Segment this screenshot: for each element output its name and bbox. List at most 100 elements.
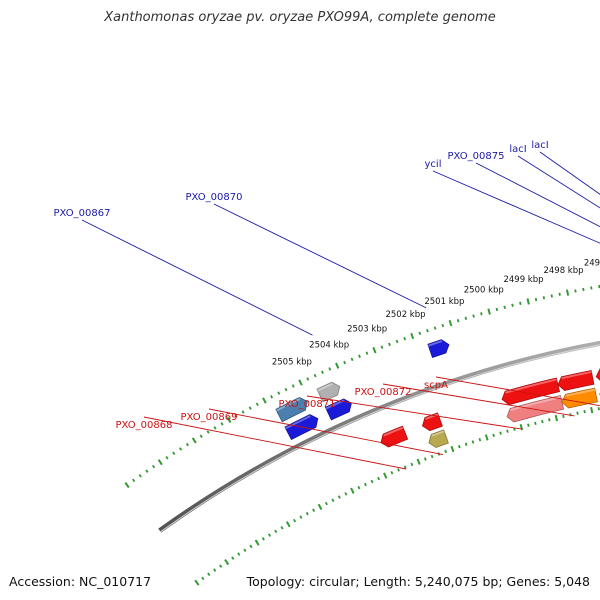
reverse-tick (569, 413, 572, 417)
gene-feature (557, 370, 595, 391)
forward-tick (365, 351, 369, 355)
forward-tick (590, 286, 593, 290)
label-leader-line (208, 408, 444, 456)
reverse-tick (444, 449, 448, 454)
reverse-tick (224, 559, 230, 566)
reverse-tick (249, 544, 253, 549)
reverse-tick (464, 442, 468, 446)
gene-label: PXO_00872 (355, 387, 412, 398)
reverse-tick (312, 508, 316, 513)
genome-backbone-highlight (160, 344, 600, 533)
reverse-tick (254, 539, 260, 546)
reverse-tick (350, 487, 355, 494)
forward-tick (277, 391, 281, 395)
forward-tick (132, 478, 136, 483)
reverse-tick (478, 438, 482, 442)
reverse-tick (534, 421, 537, 426)
forward-tick (565, 289, 570, 296)
forward-tick (165, 455, 169, 460)
reverse-tick (576, 411, 579, 415)
reverse-tick (293, 518, 297, 523)
forward-tick (328, 367, 332, 371)
forward-tick (503, 305, 506, 310)
forward-tick (598, 284, 600, 289)
gene-label: PXO_00870 (186, 192, 243, 203)
forward-tick (388, 342, 391, 347)
reverse-tick (305, 511, 309, 516)
reverse-tick (403, 465, 407, 469)
label-leader-line (432, 170, 600, 244)
gene-label: PXO_00869 (181, 412, 238, 423)
reverse-tick (219, 564, 223, 568)
forward-tick (441, 323, 445, 328)
label-leader-line (213, 203, 427, 309)
forward-tick (306, 377, 310, 381)
gene-label: lacI (531, 140, 548, 151)
reverse-tick (261, 537, 265, 541)
reverse-tick (506, 429, 509, 433)
reverse-tick (331, 498, 335, 503)
forward-tick (284, 387, 288, 392)
reverse-tick (364, 482, 367, 487)
forward-tick (241, 410, 245, 414)
reverse-tick (548, 418, 551, 422)
gene-feature (595, 368, 600, 381)
forward-tick (151, 464, 156, 469)
reverse-tick (397, 468, 400, 472)
gene-feature (506, 395, 565, 423)
tick-label: 2497 kbp (584, 259, 600, 269)
forward-tick (145, 469, 149, 473)
tick-label: 2498 kbp (543, 266, 583, 276)
forward-tick (350, 357, 354, 362)
forward-tick (179, 447, 183, 451)
forward-tick (472, 314, 475, 318)
forward-tick (213, 426, 217, 430)
forward-tick (343, 360, 347, 365)
forward-tick (321, 370, 324, 374)
gene-feature (428, 429, 449, 448)
reverse-tick (583, 409, 586, 414)
gene-label: PXO_00868 (116, 420, 173, 431)
reverse-tick (285, 521, 291, 528)
label-leader-line (306, 395, 522, 430)
reverse-tick (430, 454, 434, 459)
forward-tick (410, 332, 415, 340)
forward-tick (199, 434, 203, 438)
gene-label: lacI (509, 144, 526, 155)
label-leader-line (475, 162, 600, 228)
reverse-tick (267, 533, 272, 537)
reverse-tick (370, 479, 374, 484)
forward-tick (395, 339, 399, 344)
gene-label: PXO_00875 (448, 151, 505, 162)
gene-feature (275, 397, 308, 423)
reverse-tick (562, 414, 565, 419)
gene-feature (501, 377, 561, 406)
reverse-tick (237, 552, 241, 556)
reverse-tick (357, 485, 361, 490)
reverse-tick (324, 501, 328, 506)
forward-tick (403, 336, 406, 341)
label-leader-line (81, 219, 313, 336)
label-leader-line (435, 376, 600, 407)
forward-tick (206, 430, 210, 434)
reverse-tick (590, 407, 594, 414)
forward-tick (534, 297, 538, 302)
forward-tick (582, 287, 585, 292)
forward-tick (558, 292, 561, 296)
label-leader-line (539, 151, 600, 195)
gene-feature (427, 339, 450, 359)
reverse-tick (344, 492, 348, 496)
forward-tick (426, 328, 429, 333)
map-title: Xanthomonas oryzae pv. oryzae PXO99A, co… (104, 10, 496, 25)
forward-tick (172, 451, 176, 456)
reverse-tick (231, 556, 235, 560)
reverse-tick (410, 462, 414, 467)
forward-tick (335, 362, 340, 369)
reverse-tick (471, 440, 475, 444)
forward-tick (418, 331, 422, 336)
forward-tick (191, 437, 197, 444)
reverse-tick (499, 431, 502, 435)
forward-tick (220, 422, 224, 426)
forward-tick (372, 347, 377, 354)
tick-label: 2504 kbp (309, 340, 349, 350)
